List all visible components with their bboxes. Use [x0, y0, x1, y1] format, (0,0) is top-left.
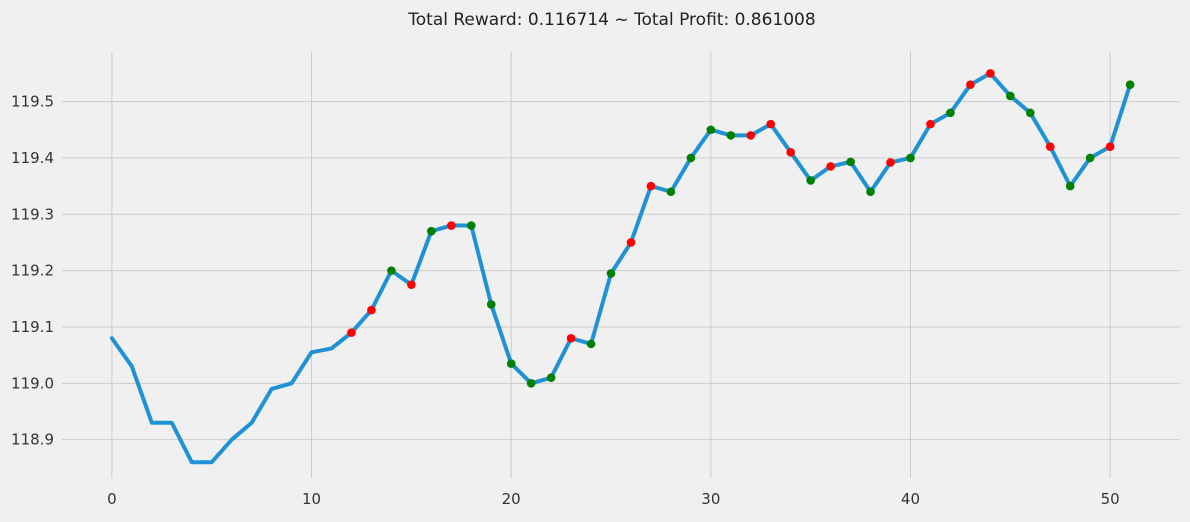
red-marker: [646, 181, 656, 191]
green-marker: [387, 266, 396, 275]
x-tick-label: 40: [901, 490, 920, 508]
x-tick-label: 30: [701, 490, 720, 508]
green-marker: [686, 153, 696, 163]
red-marker: [447, 221, 456, 230]
red-marker: [746, 131, 756, 140]
green-marker: [1085, 153, 1095, 163]
red-marker: [926, 119, 935, 129]
green-marker: [1006, 91, 1015, 101]
red-marker: [786, 148, 795, 157]
green-marker: [1125, 80, 1135, 89]
red-marker: [1105, 142, 1115, 151]
trade-markers: [347, 69, 1135, 388]
green-marker: [466, 221, 476, 230]
green-marker: [486, 300, 496, 309]
green-marker: [946, 108, 955, 118]
y-tick-label: 119.1: [11, 318, 54, 336]
red-marker: [966, 80, 975, 89]
green-marker: [726, 131, 736, 140]
green-marker: [1065, 181, 1075, 191]
y-tick-label: 118.9: [11, 431, 54, 449]
x-tick-label: 10: [302, 490, 321, 508]
red-marker: [826, 162, 835, 171]
green-marker: [1025, 108, 1035, 118]
green-marker: [906, 153, 915, 163]
green-marker: [606, 269, 616, 278]
green-marker: [586, 339, 596, 349]
x-tick-label: 20: [502, 490, 521, 508]
green-marker: [866, 187, 875, 197]
y-tick-label: 119.5: [11, 93, 54, 111]
red-marker: [347, 328, 356, 337]
green-marker: [526, 379, 536, 388]
green-marker: [666, 187, 676, 197]
red-marker: [766, 119, 776, 129]
green-marker: [706, 125, 716, 135]
y-tick-label: 119.3: [11, 205, 54, 223]
red-marker: [886, 158, 895, 167]
red-marker: [367, 305, 376, 315]
green-marker: [846, 157, 855, 167]
red-marker: [407, 280, 416, 290]
red-marker: [1045, 142, 1055, 151]
chart-title: Total Reward: 0.116714 ~ Total Profit: 0…: [407, 10, 815, 30]
red-marker: [626, 238, 636, 247]
x-tick-label: 0: [107, 490, 117, 508]
y-tick-label: 119.0: [11, 374, 54, 392]
price-line-layer: [109, 71, 1133, 465]
green-marker: [427, 226, 436, 236]
x-tick-label: 50: [1101, 490, 1120, 508]
grid-lines: [62, 52, 1180, 478]
y-tick-label: 119.2: [11, 262, 54, 280]
red-marker: [986, 69, 995, 78]
red-marker: [566, 333, 576, 343]
axis-ticks: 0 10 20 30 40 50 118.9 119.0 119.1 119.2 119.3 119.…: [11, 93, 1120, 508]
y-tick-label: 119.4: [11, 149, 54, 167]
price-line: [109, 71, 1133, 465]
green-marker: [506, 359, 516, 368]
green-marker: [806, 176, 815, 185]
green-marker: [546, 373, 556, 382]
